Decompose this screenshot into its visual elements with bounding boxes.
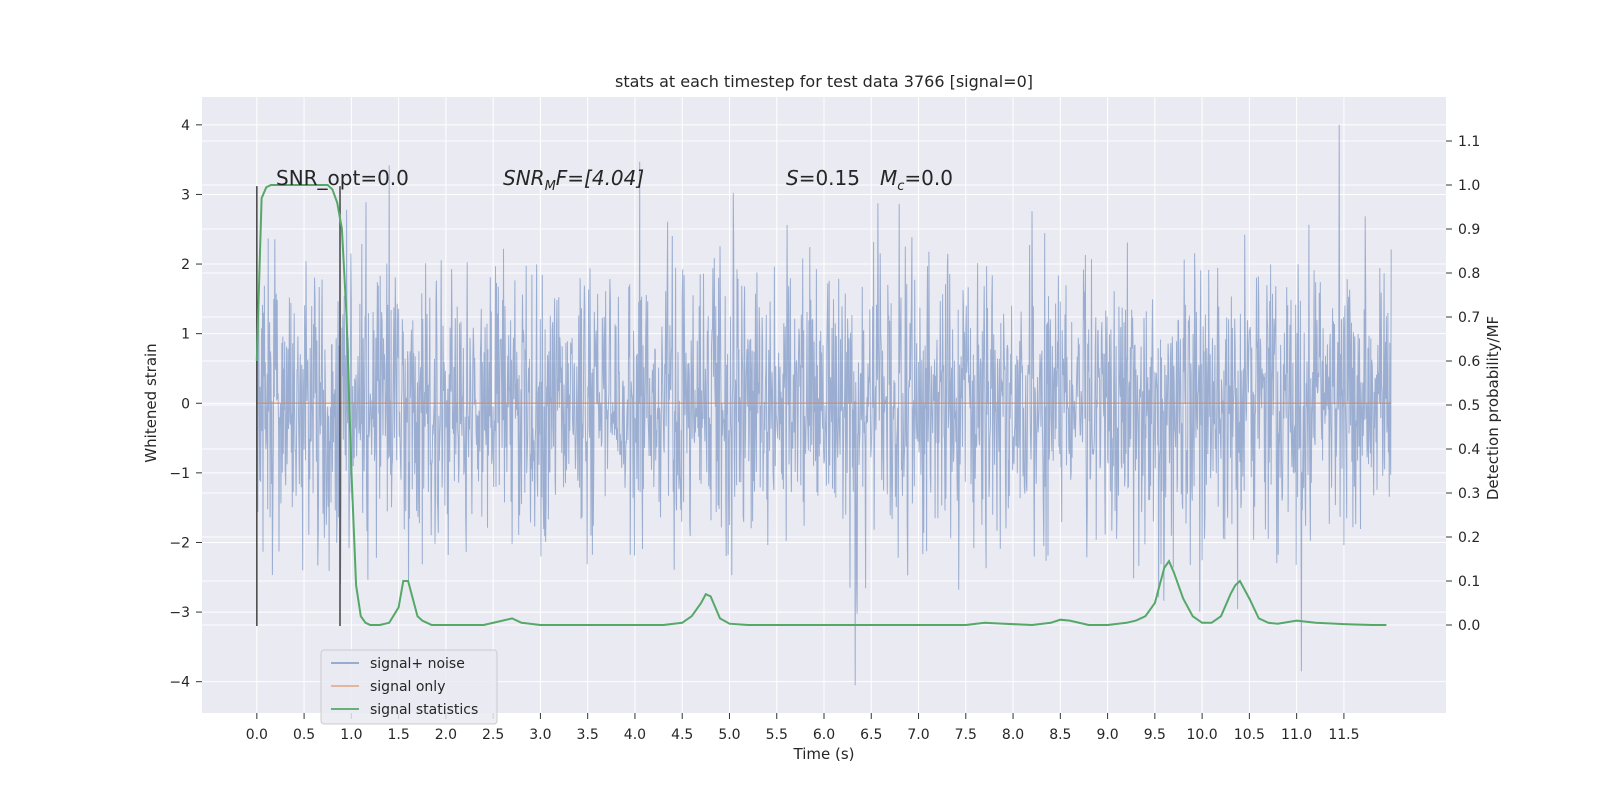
y2-tick-label-2: 0.9 [1458,222,1480,238]
y-axis-label: Whitened strain [142,343,160,462]
x-tick-label-20: 10.0 [1187,727,1218,743]
x-tick-label-2: 1.0 [340,727,362,743]
legend-box [320,649,498,725]
x-tick-label-18: 9.0 [1096,727,1118,743]
x-tick-label-0: 0.0 [246,727,268,743]
y-tick-label-0: 4 [181,118,190,134]
legend: signal+ noise signal only signal statist… [320,649,498,725]
annotation-snr-opt: SNR_opt=0.0 [276,166,409,190]
y-tick-label-7: −3 [169,605,190,621]
y2-tick-label-11: 0.0 [1458,618,1480,634]
y-axis-ticks: 4 3 2 1 0 −1 −2 −3 −4 [169,118,202,691]
y-tick-label-3: 1 [181,327,190,343]
series-signal-statistics [255,184,1387,627]
legend-label-signal-noise: signal+ noise [370,656,465,672]
y2-tick-label-1: 1.0 [1458,178,1480,194]
y2-tick-label-7: 0.4 [1458,442,1480,458]
y2-tick-label-3: 0.8 [1458,266,1480,282]
noise-trace [256,124,1392,686]
x-tick-label-17: 8.5 [1049,727,1071,743]
y-tick-label-4: 0 [181,396,190,412]
x-tick-label-14: 7.0 [907,727,929,743]
stats-line [255,184,1387,627]
x-tick-label-3: 1.5 [387,727,409,743]
x-tick-label-11: 5.5 [766,727,788,743]
y2-tick-label-10: 0.1 [1458,574,1480,590]
x-tick-label-10: 5.0 [718,727,740,743]
vertical-markers [256,186,341,626]
x-tick-label-6: 3.0 [529,727,551,743]
x-axis-label: Time (s) [793,745,855,763]
x-tick-label-4: 2.0 [435,727,457,743]
y2-tick-label-0: 1.1 [1458,134,1480,150]
y2-tick-label-8: 0.3 [1458,486,1480,502]
y-tick-label-8: −4 [169,675,190,691]
y2-tick-label-5: 0.6 [1458,354,1480,370]
x-tick-label-12: 6.0 [813,727,835,743]
x-tick-label-19: 9.5 [1144,727,1166,743]
chart-title: stats at each timestep for test data 376… [615,72,1033,91]
y2-tick-label-4: 0.7 [1458,310,1480,326]
x-tick-label-23: 11.5 [1328,727,1359,743]
x-tick-label-16: 8.0 [1002,727,1024,743]
x-tick-label-15: 7.5 [955,727,977,743]
x-tick-label-7: 3.5 [577,727,599,743]
y2-axis-label: Detection probability/MF [1484,316,1502,500]
x-tick-label-8: 4.0 [624,727,646,743]
y2-tick-label-9: 0.2 [1458,530,1480,546]
annotations: SNR_opt=0.0 SNRMF=[4.04] S=0.15 Mc=0.0 [276,166,953,194]
annotation-s: S=0.15 [786,166,860,190]
x-tick-label-5: 2.5 [482,727,504,743]
annotation-snr-mf: SNRMF=[4.04] [503,166,644,194]
x-tick-label-13: 6.5 [860,727,882,743]
x-tick-label-9: 4.5 [671,727,693,743]
y2-axis-ticks: 1.1 1.0 0.9 0.8 0.7 0.6 0.5 0.4 0.3 0.2 0.1 0.0 [1446,134,1480,634]
x-tick-label-22: 11.0 [1281,727,1312,743]
annotation-mc: Mc=0.0 [880,166,953,194]
x-tick-label-21: 10.5 [1234,727,1265,743]
series-signal-noise [256,124,1392,686]
x-axis-ticks: 0.0 0.5 1.0 1.5 2.0 2.5 3.0 3.5 4.0 4.5 5.0 5.5 6.0 6… [246,713,1359,743]
legend-label-signal-only: signal only [370,679,445,695]
y2-tick-label-6: 0.5 [1458,398,1480,414]
y-tick-label-6: −2 [169,535,190,551]
x-tick-label-1: 0.5 [293,727,315,743]
y-tick-label-2: 2 [181,257,190,273]
y-tick-label-5: −1 [169,466,190,482]
legend-label-signal-statistics: signal statistics [370,702,478,718]
y-tick-label-1: 3 [181,187,190,203]
